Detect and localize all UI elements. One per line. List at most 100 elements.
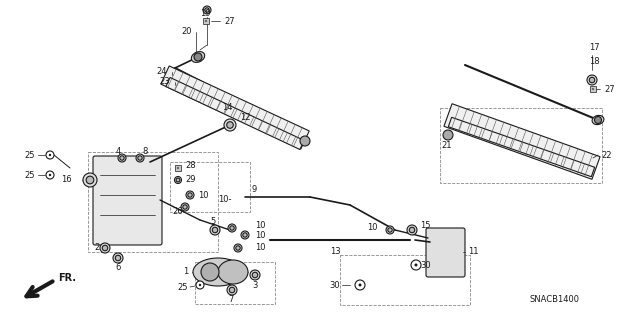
Circle shape <box>49 174 51 176</box>
Text: 13: 13 <box>330 248 340 256</box>
Text: 18: 18 <box>589 57 600 66</box>
Text: 25: 25 <box>24 151 35 160</box>
Circle shape <box>138 156 142 160</box>
Circle shape <box>113 253 123 263</box>
Circle shape <box>411 260 421 270</box>
FancyBboxPatch shape <box>93 156 162 245</box>
Text: 10: 10 <box>198 190 209 199</box>
Circle shape <box>243 233 247 237</box>
Text: 1: 1 <box>183 268 188 277</box>
Text: 10: 10 <box>255 243 266 253</box>
Circle shape <box>203 6 211 14</box>
Bar <box>175 165 181 171</box>
Text: 5: 5 <box>210 218 215 226</box>
Text: 30: 30 <box>420 261 431 270</box>
Bar <box>170 162 250 212</box>
Circle shape <box>443 130 453 140</box>
Circle shape <box>224 119 236 131</box>
Polygon shape <box>449 117 595 177</box>
Circle shape <box>49 154 51 156</box>
Bar <box>340 255 470 305</box>
Circle shape <box>181 203 189 211</box>
Text: 7: 7 <box>228 295 234 305</box>
Circle shape <box>115 255 121 261</box>
Circle shape <box>100 243 110 253</box>
Text: 8: 8 <box>142 147 147 157</box>
Circle shape <box>175 176 182 183</box>
Circle shape <box>196 281 204 289</box>
Circle shape <box>205 20 207 22</box>
Circle shape <box>592 88 594 90</box>
Circle shape <box>355 280 365 290</box>
Text: FR.: FR. <box>58 273 76 283</box>
Ellipse shape <box>218 260 248 284</box>
Circle shape <box>177 167 179 169</box>
Text: 29: 29 <box>185 175 195 184</box>
Text: 25: 25 <box>24 170 35 180</box>
Text: 30: 30 <box>330 280 340 290</box>
Text: 12: 12 <box>240 114 250 122</box>
Text: 14: 14 <box>222 103 232 113</box>
Circle shape <box>241 231 249 239</box>
Text: 24: 24 <box>156 68 166 77</box>
Circle shape <box>227 122 234 128</box>
Text: 19: 19 <box>200 10 211 19</box>
Bar <box>88 152 218 252</box>
Text: 22: 22 <box>601 151 611 160</box>
Circle shape <box>205 8 209 12</box>
Circle shape <box>183 205 188 209</box>
Bar <box>440 108 602 183</box>
Polygon shape <box>161 66 309 149</box>
Text: 26: 26 <box>172 207 182 217</box>
Ellipse shape <box>191 52 205 63</box>
Circle shape <box>358 284 362 286</box>
Polygon shape <box>444 104 600 179</box>
Bar <box>195 262 275 304</box>
Circle shape <box>587 75 597 85</box>
Text: 23: 23 <box>159 78 170 86</box>
Circle shape <box>595 116 602 123</box>
Text: 10: 10 <box>255 231 266 240</box>
Circle shape <box>136 154 144 162</box>
Circle shape <box>199 284 201 286</box>
Text: 21: 21 <box>441 140 451 150</box>
Polygon shape <box>166 78 304 150</box>
Text: 20: 20 <box>181 27 191 36</box>
Circle shape <box>227 285 237 295</box>
Circle shape <box>118 154 126 162</box>
Circle shape <box>234 244 242 252</box>
FancyBboxPatch shape <box>426 228 465 277</box>
Circle shape <box>589 77 595 83</box>
Circle shape <box>46 151 54 159</box>
Text: 11: 11 <box>468 248 479 256</box>
Text: SNACB1400: SNACB1400 <box>530 295 580 305</box>
Circle shape <box>388 228 392 232</box>
Circle shape <box>46 171 54 179</box>
Text: 27: 27 <box>604 85 614 93</box>
Text: 15: 15 <box>420 221 431 231</box>
Text: 10-: 10- <box>218 196 232 204</box>
Text: 9: 9 <box>252 186 257 195</box>
Bar <box>203 18 209 24</box>
Circle shape <box>229 287 235 293</box>
Text: 6: 6 <box>115 263 120 272</box>
Circle shape <box>409 227 415 233</box>
Circle shape <box>186 191 194 199</box>
Circle shape <box>194 53 202 61</box>
Circle shape <box>86 176 94 184</box>
Circle shape <box>386 226 394 234</box>
Circle shape <box>300 136 310 146</box>
Circle shape <box>407 225 417 235</box>
Circle shape <box>120 156 124 160</box>
Text: 25: 25 <box>177 283 188 292</box>
Circle shape <box>210 225 220 235</box>
Ellipse shape <box>193 258 243 286</box>
Text: 2: 2 <box>95 243 100 253</box>
Circle shape <box>212 227 218 233</box>
Text: 28: 28 <box>185 160 196 169</box>
Text: 17: 17 <box>589 43 600 53</box>
Text: 10: 10 <box>367 224 378 233</box>
Circle shape <box>230 226 234 230</box>
Text: 4: 4 <box>116 147 121 157</box>
Ellipse shape <box>592 115 604 125</box>
